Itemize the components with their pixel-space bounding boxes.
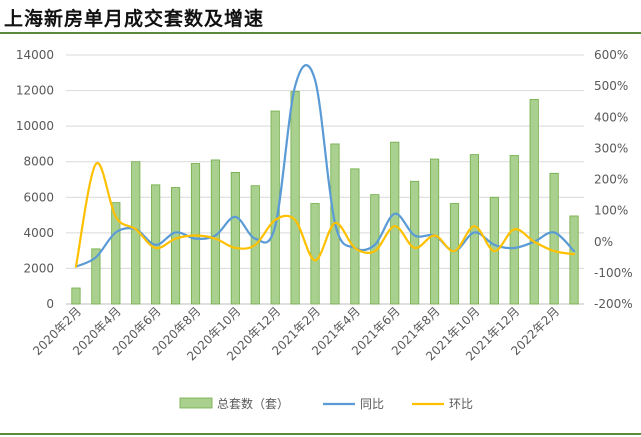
legend-label: 总套数（套）	[217, 396, 289, 411]
line-环比	[74, 162, 576, 268]
bar	[71, 287, 81, 305]
bar	[549, 172, 559, 305]
bar	[529, 99, 539, 305]
gridlines	[66, 54, 584, 305]
y-left-tick-label: 14000	[16, 48, 54, 62]
bar	[310, 203, 320, 305]
y-left-tick-label: 6000	[23, 190, 54, 204]
y-left-tick-label: 10000	[16, 119, 54, 133]
y-right-tick-label: 200%	[594, 173, 628, 187]
legend-label: 同比	[360, 397, 384, 411]
right-y-axis: -200% -100% 0% 100% 200% 300% 400% 500% 600%	[594, 48, 633, 311]
bar	[230, 171, 240, 305]
line-series	[74, 64, 576, 268]
y-right-tick-label: 100%	[594, 204, 628, 218]
bar	[370, 194, 380, 305]
legend-swatch-bar	[179, 397, 213, 409]
bottom-rule	[0, 433, 641, 435]
y-left-tick-label: 12000	[16, 84, 54, 98]
bar	[190, 163, 201, 305]
y-left-tick-label: 4000	[23, 226, 54, 240]
y-left-tick-label: 2000	[23, 261, 54, 275]
y-right-tick-label: -100%	[594, 266, 633, 280]
y-right-tick-label: 600%	[594, 48, 628, 62]
legend-label: 环比	[449, 397, 473, 411]
bar	[91, 248, 101, 305]
legend: 总套数（套） 同比 环比	[179, 396, 473, 411]
y-right-tick-label: -200%	[594, 297, 633, 311]
bar	[350, 168, 360, 305]
y-left-tick-label: 8000	[23, 155, 54, 169]
y-right-tick-label: 0%	[594, 235, 613, 249]
y-right-tick-label: 400%	[594, 110, 628, 124]
y-left-tick-label: 0	[46, 297, 54, 311]
bar	[390, 141, 400, 305]
x-axis: 2020年2月2020年4月2020年6月2020年8月2020年10月2020…	[30, 304, 562, 363]
y-right-tick-label: 300%	[594, 141, 628, 155]
bar	[111, 202, 121, 305]
y-right-tick-label: 500%	[594, 79, 628, 93]
bar	[569, 215, 579, 305]
line-同比	[74, 64, 576, 268]
title-rule	[0, 32, 641, 34]
bar	[410, 180, 420, 305]
bar	[429, 158, 440, 305]
left-y-axis: 0 2000 4000 6000 8000 10000 12000 14000	[16, 48, 54, 311]
bar	[290, 91, 300, 305]
bar	[449, 203, 460, 305]
bar	[170, 187, 181, 305]
chart-title: 上海新房单月成交套数及增速	[4, 8, 265, 30]
